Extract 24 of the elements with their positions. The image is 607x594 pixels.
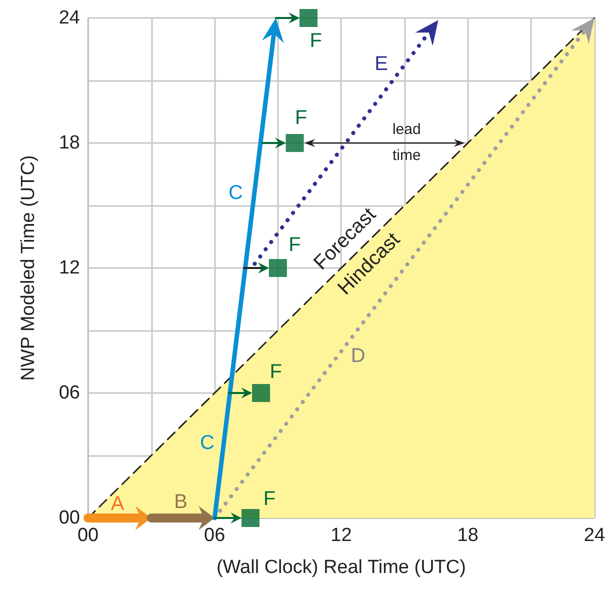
y-tick-label: 18: [58, 132, 80, 154]
y-tick-label: 06: [58, 382, 80, 404]
y-tick-label: 12: [58, 258, 80, 278]
annotation: F: [310, 30, 322, 52]
x-axis-title: (Wall Clock) Real Time (UTC): [216, 557, 466, 578]
x-tick-label: 00: [77, 525, 99, 546]
annotation: F: [288, 234, 301, 256]
x-tick-label: 12: [330, 525, 352, 546]
annotation: lead time: [391, 120, 422, 166]
annotation: C: [228, 182, 243, 204]
annotation: B: [174, 491, 188, 514]
y-tick-label: 00: [58, 508, 80, 528]
annotation: A: [110, 493, 124, 516]
y-tick-label: 24: [58, 8, 80, 28]
y-axis-title: NWP Modeled Time (UTC): [18, 155, 39, 381]
annotation: D: [350, 344, 366, 366]
annotation: F: [263, 488, 276, 510]
x-tick-label: 24: [584, 525, 606, 546]
x-tick-label: 18: [457, 525, 478, 546]
annotation: F: [270, 361, 282, 384]
annotation: F: [295, 107, 308, 129]
annotation: E: [374, 52, 388, 75]
annotation: C: [200, 432, 214, 454]
x-tick-label: 06: [204, 525, 226, 546]
